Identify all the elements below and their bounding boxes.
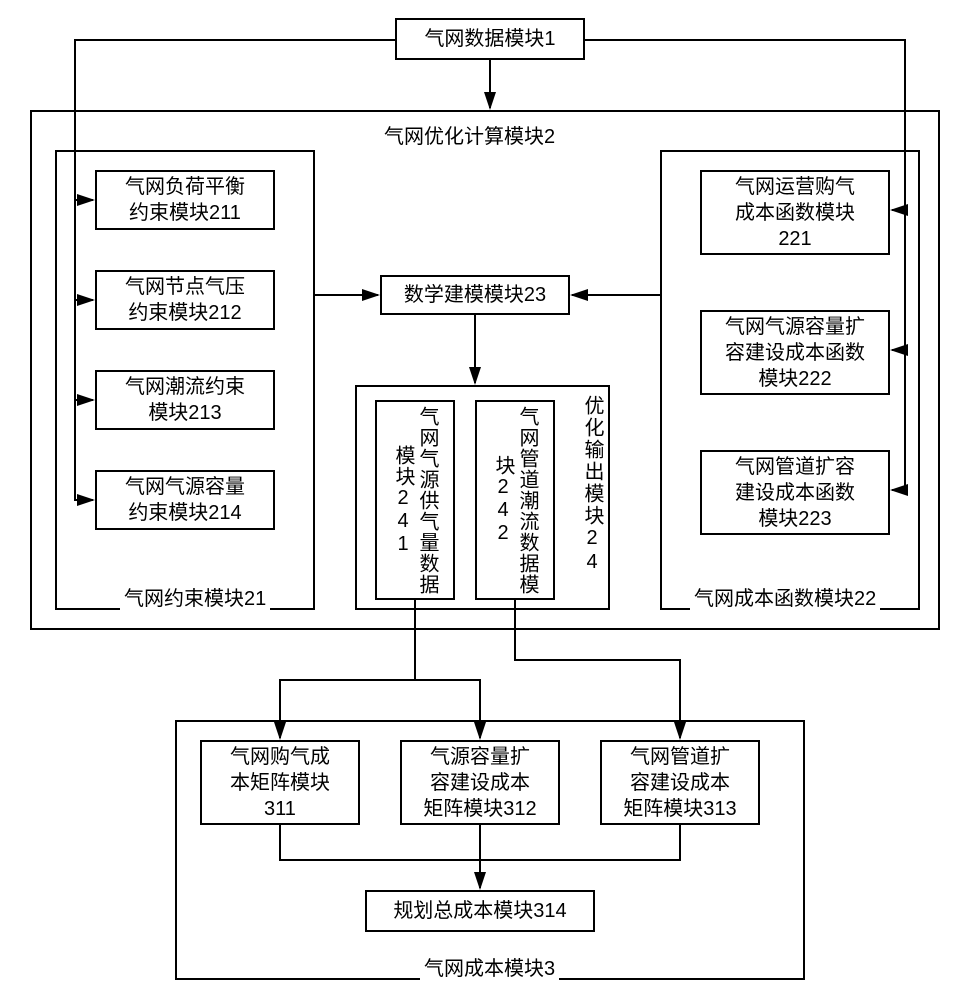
module24-label: 优化输出模块24 <box>578 395 607 575</box>
node-241-text: 气网气源供气量数据模块241 <box>391 402 439 598</box>
module24-label-text: 优化输出模块24 <box>581 395 603 575</box>
node-223: 气网管道扩容 建设成本函数 模块223 <box>700 450 890 535</box>
node-214: 气网气源容量 约束模块214 <box>95 470 275 530</box>
node-313: 气网管道扩 容建设成本 矩阵模块313 <box>600 740 760 825</box>
node-212: 气网节点气压 约束模块212 <box>95 270 275 330</box>
node-top: 气网数据模块1 <box>395 18 585 60</box>
node-311: 气网购气成 本矩阵模块 311 <box>200 740 360 825</box>
node-221: 气网运营购气 成本函数模块 221 <box>700 170 890 255</box>
node-241: 气网气源供气量数据模块241 <box>375 400 455 600</box>
node-23: 数学建模模块23 <box>380 275 570 315</box>
module3-label: 气网成本模块3 <box>420 952 559 981</box>
node-211: 气网负荷平衡 约束模块211 <box>95 170 275 230</box>
node-242: 气网管道潮流数据模块242 <box>475 400 555 600</box>
node-222: 气网气源容量扩 容建设成本函数 模块222 <box>700 310 890 395</box>
node-312: 气源容量扩 容建设成本 矩阵模块312 <box>400 740 560 825</box>
node-213: 气网潮流约束 模块213 <box>95 370 275 430</box>
node-242-text: 气网管道潮流数据模块242 <box>491 402 539 598</box>
module21-label: 气网约束模块21 <box>120 582 270 611</box>
module2-label: 气网优化计算模块2 <box>380 120 559 149</box>
node-314: 规划总成本模块314 <box>365 890 595 932</box>
module22-label: 气网成本函数模块22 <box>690 582 880 611</box>
